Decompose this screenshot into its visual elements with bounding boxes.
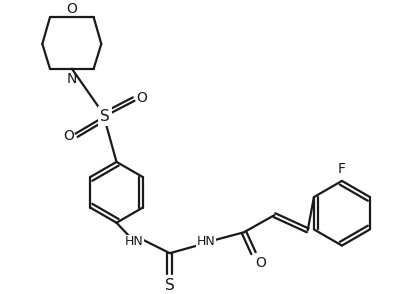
Text: F: F bbox=[338, 162, 346, 176]
Text: N: N bbox=[67, 71, 77, 86]
Text: O: O bbox=[255, 256, 266, 270]
Text: HN: HN bbox=[197, 235, 215, 248]
Text: O: O bbox=[63, 129, 74, 143]
Text: S: S bbox=[100, 109, 110, 124]
Text: O: O bbox=[66, 2, 77, 16]
Text: O: O bbox=[137, 91, 147, 105]
Text: S: S bbox=[165, 278, 175, 293]
Text: HN: HN bbox=[124, 235, 143, 248]
